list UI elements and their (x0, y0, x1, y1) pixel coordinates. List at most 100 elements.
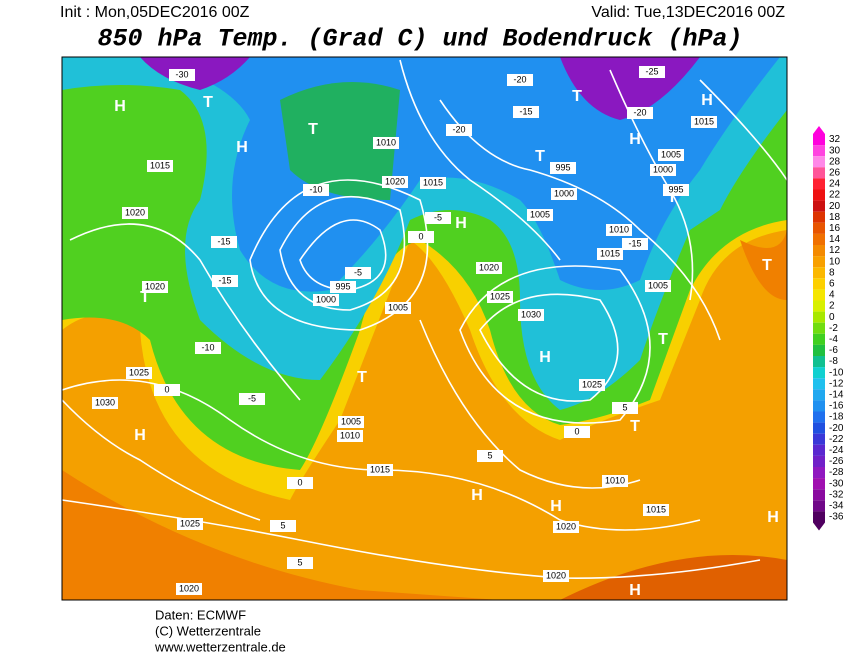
colorbar-label: 0 (829, 312, 835, 323)
colorbar-swatch (813, 278, 825, 290)
warm-field (740, 230, 787, 300)
contour-label-box (420, 177, 446, 189)
contour-label: -25 (645, 66, 658, 76)
map-labels: HHTTTHTTHHTHTTTHHHHHT1020101510201025103… (92, 66, 779, 599)
contour-label-box (287, 557, 313, 569)
colorbar-swatch (813, 222, 825, 234)
contour-label-box (303, 184, 329, 196)
contour-label-box (122, 207, 148, 219)
colorbar-label: -18 (829, 412, 844, 423)
map-title: 850 hPa Temp. (Grad C) und Bodendruck (h… (97, 25, 742, 54)
contour-label: 5 (280, 520, 285, 530)
colorbar-label: -16 (829, 401, 844, 412)
contour-label: 1015 (370, 464, 390, 474)
colorbar-swatch (813, 145, 825, 157)
colorbar-label: -6 (829, 345, 838, 356)
colorbar-swatch (813, 455, 825, 467)
contour-label: 5 (297, 557, 302, 567)
contour-label-box (425, 212, 451, 224)
contour-label: 1000 (316, 294, 336, 304)
pressure-center: T (357, 369, 367, 386)
colorbar-label: -30 (829, 478, 844, 489)
pressure-center: T (140, 289, 150, 306)
contour-label: 1020 (125, 207, 145, 217)
contour-label: 995 (668, 184, 683, 194)
contour-label-box (330, 281, 356, 293)
contour-label: 1005 (388, 302, 408, 312)
contour-label: 1020 (546, 570, 566, 580)
colorbar-label: -28 (829, 467, 844, 478)
pressure-center: T (762, 257, 772, 274)
contour-label: 1010 (609, 224, 629, 234)
colorbar-swatch (813, 322, 825, 334)
pressure-center: T (572, 88, 582, 105)
contour-label-box (507, 74, 533, 86)
contour-label: -5 (354, 267, 362, 277)
contour-label-box (553, 521, 579, 533)
colorbar-label: 30 (829, 145, 841, 156)
colorbar-swatch (813, 356, 825, 368)
colorbar-label: 14 (829, 234, 841, 245)
colorbar-label: 12 (829, 245, 841, 256)
contour-label: 1030 (95, 397, 115, 407)
contour-label: -15 (217, 236, 230, 246)
contour-label-box (612, 402, 638, 414)
colorbar-swatch (813, 344, 825, 356)
pressure-center: H (539, 349, 551, 366)
colorbar-swatch (813, 311, 825, 323)
contour-label-box (373, 137, 399, 149)
contour-label: 1020 (556, 521, 576, 531)
colorbar-label: 20 (829, 201, 841, 212)
contour-label: 1020 (479, 262, 499, 272)
contour-label-box (313, 294, 339, 306)
contour-label-box (408, 231, 434, 243)
copyright: (C) Wetterzentrale (155, 623, 261, 638)
colorbar-label: -2 (829, 323, 838, 334)
colorbar: 32302826242220181614121086420-2-4-6-8-10… (813, 126, 844, 531)
contour-label-box (211, 236, 237, 248)
contour-label-box (663, 184, 689, 196)
colorbar-swatch (813, 134, 825, 146)
contour-label-box (579, 379, 605, 391)
colorbar-label: -14 (829, 389, 844, 400)
colorbar-swatch (813, 167, 825, 179)
colorbar-swatch (813, 267, 825, 279)
contour-label: -5 (434, 212, 442, 222)
pressure-center: T (658, 331, 668, 348)
pressure-center: T (535, 148, 545, 165)
colorbar-label: -10 (829, 367, 844, 378)
contour-label: -15 (628, 238, 641, 248)
contour-label: 1005 (530, 209, 550, 219)
pressure-center: H (701, 92, 713, 109)
contour-label-box (367, 464, 393, 476)
contour-label-box (477, 450, 503, 462)
contour-label-box (126, 367, 152, 379)
colorbar-swatch (813, 156, 825, 168)
contour-label-box (177, 518, 203, 530)
colorbar-swatch (813, 178, 825, 190)
colorbar-label: -36 (829, 512, 844, 523)
map-area: HHTTTHTTHHTHTTTHHHHHT1020101510201025103… (62, 57, 787, 600)
colorbar-swatch (813, 389, 825, 401)
colorbar-swatch (813, 422, 825, 434)
colorbar-swatch (813, 411, 825, 423)
colorbar-label: 28 (829, 156, 841, 167)
contour-label: 1025 (180, 518, 200, 528)
colorbar-label: 8 (829, 267, 835, 278)
contour-label: -20 (513, 74, 526, 84)
contour-label-box (602, 475, 628, 487)
contour-label-box (691, 116, 717, 128)
contour-label-box (527, 209, 553, 221)
contour-label-box (650, 164, 676, 176)
contour-label: -5 (248, 393, 256, 403)
contour-label: 1015 (423, 177, 443, 187)
pressure-center: H (455, 215, 467, 232)
contour-label-box (338, 416, 364, 428)
contour-label-box (385, 302, 411, 314)
contour-label: -15 (519, 106, 532, 116)
contour-label-box (147, 160, 173, 172)
colorbar-arrow-top (813, 126, 825, 134)
contour-label: -20 (633, 107, 646, 117)
contour-label-box (476, 262, 502, 274)
data-source: Daten: ECMWF (155, 607, 246, 622)
